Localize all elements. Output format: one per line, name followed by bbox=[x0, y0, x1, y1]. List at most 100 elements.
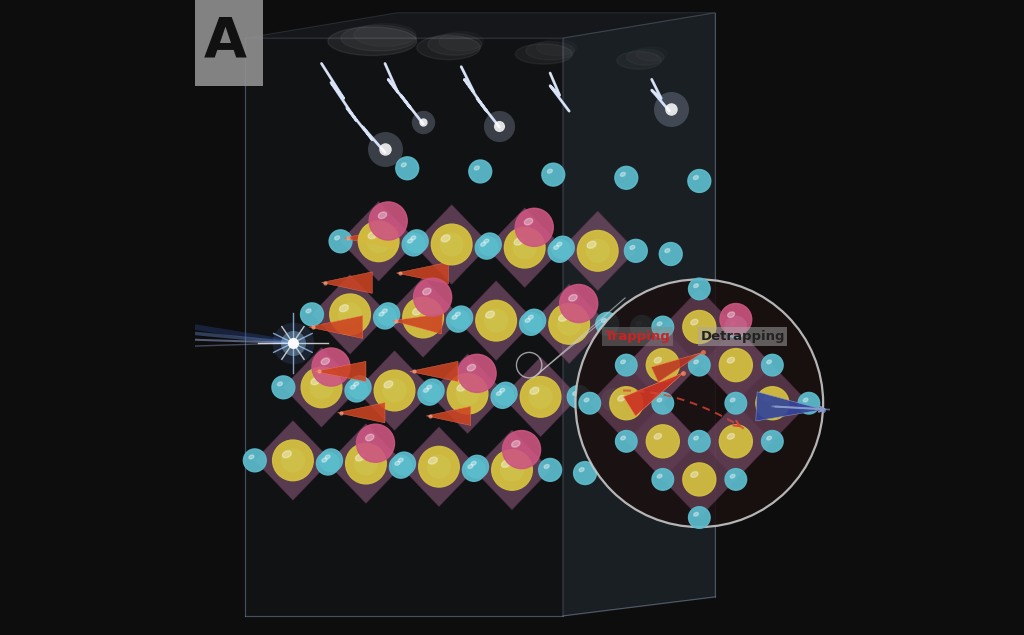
Ellipse shape bbox=[382, 309, 387, 313]
Ellipse shape bbox=[249, 455, 254, 459]
Circle shape bbox=[798, 392, 819, 414]
Circle shape bbox=[383, 379, 406, 402]
Circle shape bbox=[558, 312, 581, 335]
Circle shape bbox=[551, 236, 574, 259]
Circle shape bbox=[520, 377, 561, 417]
Polygon shape bbox=[312, 274, 388, 354]
Polygon shape bbox=[344, 227, 397, 250]
Polygon shape bbox=[458, 281, 535, 361]
Ellipse shape bbox=[528, 315, 534, 319]
Ellipse shape bbox=[548, 169, 552, 173]
FancyBboxPatch shape bbox=[195, 0, 263, 86]
Circle shape bbox=[542, 163, 564, 186]
Circle shape bbox=[615, 431, 637, 452]
Circle shape bbox=[484, 309, 508, 332]
Circle shape bbox=[301, 367, 342, 408]
Ellipse shape bbox=[693, 512, 698, 516]
Ellipse shape bbox=[467, 364, 475, 371]
Ellipse shape bbox=[727, 358, 734, 363]
Polygon shape bbox=[560, 211, 636, 291]
Ellipse shape bbox=[378, 212, 387, 218]
Circle shape bbox=[330, 294, 371, 335]
Ellipse shape bbox=[572, 391, 578, 396]
Ellipse shape bbox=[335, 236, 340, 240]
Ellipse shape bbox=[728, 312, 734, 318]
Ellipse shape bbox=[544, 464, 549, 469]
Polygon shape bbox=[400, 427, 477, 507]
Ellipse shape bbox=[502, 460, 510, 467]
Circle shape bbox=[725, 469, 746, 490]
Circle shape bbox=[523, 309, 546, 332]
Ellipse shape bbox=[657, 322, 662, 326]
Ellipse shape bbox=[500, 388, 505, 392]
Text: Detrapping: Detrapping bbox=[700, 330, 784, 343]
Circle shape bbox=[688, 354, 710, 376]
Circle shape bbox=[652, 316, 674, 338]
Ellipse shape bbox=[322, 458, 327, 462]
Ellipse shape bbox=[413, 308, 422, 315]
Ellipse shape bbox=[388, 385, 393, 389]
Ellipse shape bbox=[730, 474, 735, 478]
Ellipse shape bbox=[497, 391, 502, 396]
Circle shape bbox=[402, 233, 425, 256]
Circle shape bbox=[659, 243, 682, 265]
Circle shape bbox=[539, 458, 561, 481]
Ellipse shape bbox=[693, 360, 698, 364]
Circle shape bbox=[688, 431, 710, 452]
Polygon shape bbox=[503, 357, 579, 437]
Polygon shape bbox=[385, 278, 461, 357]
Circle shape bbox=[725, 392, 746, 414]
Circle shape bbox=[310, 376, 333, 399]
Circle shape bbox=[549, 304, 590, 344]
Ellipse shape bbox=[665, 248, 670, 253]
Ellipse shape bbox=[554, 245, 559, 250]
Circle shape bbox=[339, 303, 361, 326]
Circle shape bbox=[579, 392, 601, 414]
Circle shape bbox=[609, 387, 643, 420]
Ellipse shape bbox=[657, 474, 662, 478]
Ellipse shape bbox=[512, 441, 520, 447]
Circle shape bbox=[573, 462, 596, 485]
Ellipse shape bbox=[693, 175, 698, 180]
Ellipse shape bbox=[474, 166, 479, 170]
Circle shape bbox=[492, 450, 532, 490]
Polygon shape bbox=[699, 327, 772, 403]
Ellipse shape bbox=[767, 360, 771, 364]
Ellipse shape bbox=[379, 312, 384, 316]
Ellipse shape bbox=[691, 319, 698, 325]
Ellipse shape bbox=[428, 457, 437, 464]
Ellipse shape bbox=[764, 396, 771, 401]
Polygon shape bbox=[531, 284, 607, 363]
Ellipse shape bbox=[480, 242, 485, 246]
Ellipse shape bbox=[524, 218, 532, 225]
Circle shape bbox=[492, 385, 514, 408]
Ellipse shape bbox=[462, 388, 467, 392]
Circle shape bbox=[414, 278, 452, 316]
Ellipse shape bbox=[283, 451, 291, 458]
Polygon shape bbox=[663, 289, 736, 365]
Ellipse shape bbox=[384, 381, 393, 388]
Circle shape bbox=[578, 231, 618, 271]
Ellipse shape bbox=[427, 385, 432, 389]
Circle shape bbox=[503, 431, 541, 469]
Ellipse shape bbox=[568, 295, 578, 301]
Ellipse shape bbox=[395, 461, 400, 465]
Circle shape bbox=[615, 354, 637, 376]
Circle shape bbox=[348, 376, 371, 399]
Ellipse shape bbox=[315, 382, 321, 386]
Polygon shape bbox=[356, 351, 432, 431]
Circle shape bbox=[646, 425, 679, 458]
Ellipse shape bbox=[727, 434, 734, 439]
Ellipse shape bbox=[417, 36, 480, 60]
Ellipse shape bbox=[519, 242, 524, 246]
Circle shape bbox=[529, 385, 552, 408]
Circle shape bbox=[440, 233, 463, 256]
Polygon shape bbox=[663, 441, 736, 518]
Circle shape bbox=[688, 278, 710, 300]
Circle shape bbox=[419, 446, 460, 487]
Ellipse shape bbox=[366, 434, 374, 441]
Ellipse shape bbox=[506, 464, 511, 469]
Polygon shape bbox=[429, 354, 506, 433]
Circle shape bbox=[319, 449, 342, 472]
Ellipse shape bbox=[344, 309, 349, 313]
